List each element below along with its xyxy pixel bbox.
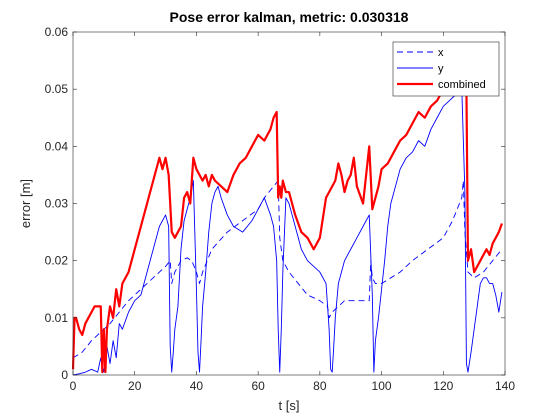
legend-label-x: x xyxy=(438,47,444,59)
legend-box xyxy=(392,41,500,97)
x-tick-label: 100 xyxy=(372,379,392,393)
series-line-y xyxy=(72,88,503,376)
x-tick-label: 80 xyxy=(313,379,327,393)
x-axis-label: t [s] xyxy=(279,398,300,413)
ticks-layer: 0 20 40 60 80 100 120 140 0 0.01 0.02 0.03 0.04 0.05 0… xyxy=(45,25,516,393)
x-tick-label: 20 xyxy=(128,379,142,393)
y-tick-label: 0.02 xyxy=(45,254,69,268)
y-tick-label: 0 xyxy=(61,368,68,382)
chart-title: Pose error kalman, metric: 0.030318 xyxy=(170,9,409,25)
y-axis-label: error [m] xyxy=(18,179,33,228)
x-tick-label: 40 xyxy=(190,379,204,393)
x-tick-label: 60 xyxy=(251,379,265,393)
y-tick-label: 0.01 xyxy=(45,311,69,325)
y-tick-label: 0.03 xyxy=(45,197,69,211)
y-tick-label: 0.04 xyxy=(45,139,69,153)
y-tick-label: 0.05 xyxy=(45,82,69,96)
series-line-x xyxy=(72,180,503,359)
legend-label-y: y xyxy=(438,63,444,75)
legend: xy combined xyxy=(392,41,500,97)
x-tick-label: 0 xyxy=(70,379,77,393)
legend-label-combined: combined xyxy=(438,79,486,91)
y-tick-label: 0.06 xyxy=(45,25,69,39)
x-tick-label: 120 xyxy=(433,379,453,393)
x-tick-label: 140 xyxy=(495,379,515,393)
